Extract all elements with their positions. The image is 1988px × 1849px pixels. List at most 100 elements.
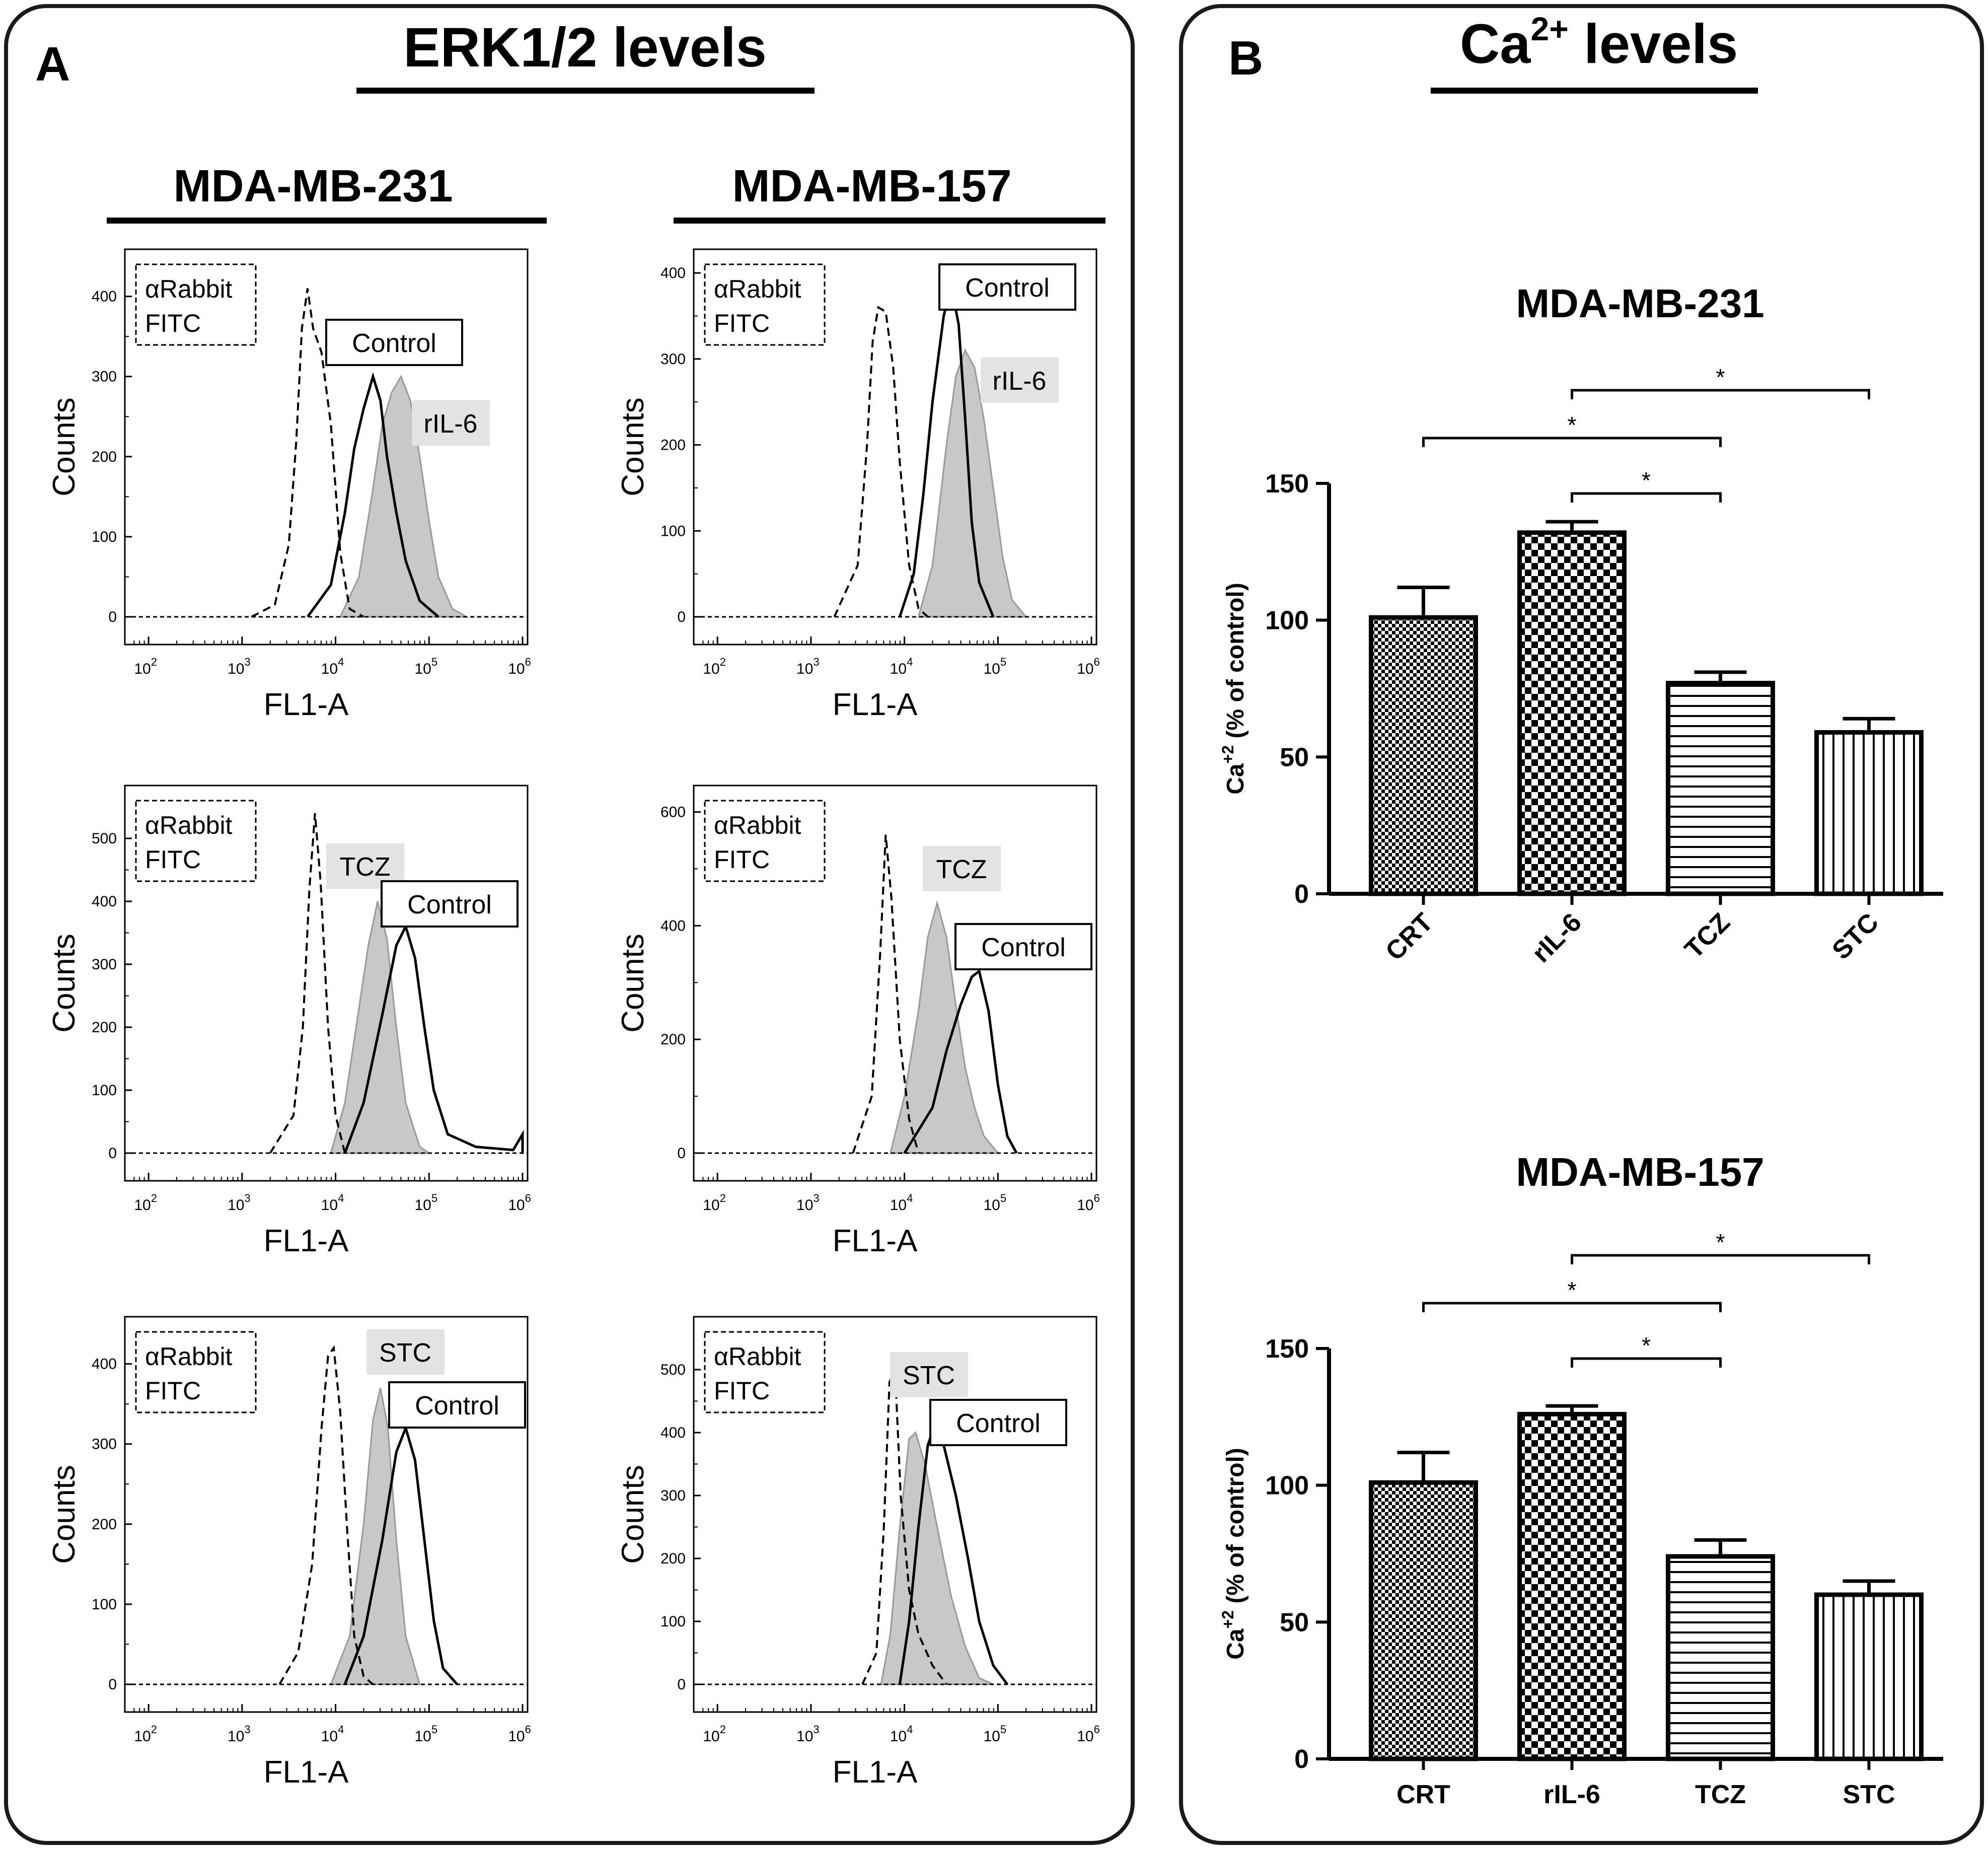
bracket-line (1571, 389, 1870, 399)
significance-bracket: * (1422, 1277, 1722, 1312)
y-tick-label: 0 (677, 1145, 686, 1162)
histogram-plot: 0 100 200 300 400 102 103 104 105 106 FL1-A Counts α… (47, 1316, 531, 1790)
y-tick-label: 200 (660, 437, 686, 454)
control-histogram (306, 372, 439, 618)
treatment-histogram (917, 348, 1028, 618)
x-tick-label: 104 (321, 656, 344, 677)
y-tick-label: 0 (1294, 880, 1309, 909)
bar-chart: MDA-MB-231 0 50 100 150 Ca+2 (% of control) CR… (1219, 281, 1943, 968)
isotype-legend-line2: FITC (145, 1377, 201, 1405)
y-tick-label: 400 (660, 917, 686, 934)
bracket-line (1571, 1357, 1722, 1368)
y-tick-label: 0 (1294, 1745, 1309, 1774)
x-category-label: CRT (1396, 1780, 1450, 1809)
treatment-label: STC (366, 1329, 445, 1375)
isotype-legend-line2: FITC (714, 309, 770, 337)
x-tick-label: 103 (796, 656, 820, 677)
column-title-mda-mb-231: MDA-MB-231 (173, 161, 453, 211)
isotype-legend-box (135, 1331, 257, 1413)
isotype-histogram (852, 834, 920, 1154)
x-tick-label: 106 (508, 656, 531, 677)
y-tick-label: 300 (660, 1487, 686, 1504)
treatment-histogram (339, 375, 470, 618)
control-label-box (954, 923, 1092, 970)
x-tick-label: 102 (703, 1723, 726, 1745)
y-tick-label: 200 (92, 1516, 117, 1533)
y-tick-label: 300 (92, 369, 117, 385)
treatment-label: TCZ (923, 846, 1001, 891)
control-label-box (938, 263, 1076, 311)
y-tick-label: 50 (1280, 1608, 1309, 1637)
y-tick-label: 100 (1265, 606, 1309, 635)
x-tick-label: 104 (890, 1192, 913, 1214)
x-tick-label: 106 (508, 1723, 531, 1745)
x-category-label: CRT (1380, 907, 1439, 966)
x-category-label: TCZ (1695, 1780, 1746, 1809)
isotype-histogram (833, 306, 929, 618)
y-tick-label: 200 (92, 449, 117, 465)
y-tick-label: 500 (660, 1362, 686, 1378)
bar-tcz (1666, 1554, 1775, 1761)
x-tick-label: 105 (414, 1192, 437, 1214)
isotype-legend-line1: αRabbit (714, 811, 801, 839)
significance-bracket: * (1571, 467, 1722, 503)
treatment-label-bg (890, 1352, 968, 1397)
significance-star: * (1642, 467, 1651, 493)
isotype-histogram (278, 1345, 374, 1685)
y-tick-label: 200 (660, 1550, 686, 1567)
isotype-legend-line1: αRabbit (714, 1342, 801, 1371)
x-category-label: rIL-6 (1526, 907, 1587, 968)
x-tick-label: 103 (228, 1723, 251, 1745)
isotype-legend: αRabbit FITC (704, 1331, 826, 1413)
control-label: Control (381, 880, 519, 928)
treatment-label: STC (890, 1352, 968, 1397)
x-tick-label: 102 (703, 1192, 726, 1214)
histogram-plot: 0 100 200 300 400 500 102 103 104 105 106 FL1-A Coun… (47, 785, 531, 1258)
x-category-label: STC (1843, 1780, 1895, 1809)
x-tick-label: 105 (983, 1723, 1006, 1745)
treatment-label-text: STC (379, 1338, 431, 1368)
treatment-label-text: STC (903, 1361, 955, 1390)
treatment-label-text: rIL-6 (993, 367, 1047, 396)
control-label-box (325, 319, 463, 366)
isotype-legend: αRabbit FITC (704, 800, 826, 882)
control-label: Control (325, 319, 463, 366)
flow-histograms: 0 100 200 300 400 102 103 104 105 106 FL1-A Counts α… (47, 248, 1100, 1790)
bracket-line (1422, 1302, 1722, 1312)
x-tick-label: 105 (983, 1192, 1006, 1214)
y-tick-label: 0 (677, 609, 686, 625)
y-tick-label: 400 (92, 289, 117, 305)
treatment-label: rIL-6 (981, 358, 1059, 403)
y-tick-label: 100 (92, 529, 117, 545)
x-tick-label: 104 (890, 656, 913, 677)
control-label: Control (388, 1381, 526, 1429)
x-category-label: TCZ (1679, 907, 1735, 964)
x-tick-label: 106 (1077, 1723, 1100, 1745)
significance-star: * (1642, 1332, 1651, 1359)
y-tick-label: 400 (660, 265, 686, 281)
y-axis-label: Counts (616, 397, 650, 496)
x-tick-label: 102 (134, 1192, 157, 1214)
x-tick-label: 102 (703, 656, 726, 677)
y-axis-label: Counts (47, 1465, 82, 1563)
column-title-mda-mb-157: MDA-MB-157 (732, 161, 1011, 211)
treatment-label-text: rIL-6 (424, 409, 478, 439)
y-tick-label: 0 (677, 1676, 686, 1693)
treatment-label-bg (366, 1329, 445, 1375)
treatment-label-bg (412, 400, 490, 446)
significance-bracket: * (1571, 1332, 1722, 1368)
isotype-legend-line2: FITC (714, 845, 770, 874)
isotype-legend-line1: αRabbit (145, 275, 233, 303)
x-category-label: rIL-6 (1543, 1780, 1600, 1809)
isotype-legend-line1: αRabbit (145, 1342, 233, 1371)
y-tick-label: 0 (108, 1676, 117, 1693)
x-tick-label: 105 (414, 656, 437, 677)
treatment-label-bg (923, 846, 1001, 891)
x-axis-label: FL1-A (264, 1755, 349, 1790)
panel-a-border (4, 4, 1135, 1845)
isotype-legend-box (135, 800, 257, 882)
y-tick-label: 600 (660, 804, 686, 821)
y-tick-label: 150 (1265, 1334, 1309, 1364)
treatment-label-bg (981, 358, 1059, 403)
y-tick-label: 150 (1265, 469, 1309, 499)
